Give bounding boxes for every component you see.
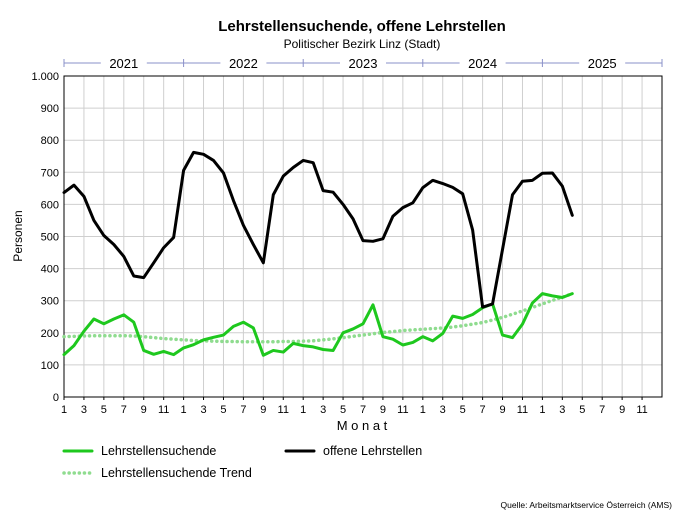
y-tick-label: 200 [41,328,59,340]
chart-title: Lehrstellensuchende, offene Lehrstellen [218,18,506,35]
x-tick-label: 1 [181,404,187,416]
legend-label: Lehrstellensuchende [101,444,216,458]
legend: Lehrstellensuchende offene Lehrstellen Leh… [62,444,422,480]
y-tick-label: 600 [41,199,59,211]
x-tick-label: 7 [599,404,605,416]
y-tick-label: 900 [41,103,59,115]
x-tick-label: 11 [397,404,408,416]
year-band: 2021 2022 2023 2024 2025 [63,55,663,71]
x-tick-label: 5 [460,404,466,416]
x-tick-label: 3 [81,404,87,416]
x-tick-label: 9 [619,404,625,416]
series-layer [62,150,575,357]
x-tick-label: 5 [101,404,107,416]
y-tick-label: 1.000 [31,71,59,83]
x-tick-label: 1 [61,404,67,416]
x-tick-label: 3 [559,404,565,416]
x-tick-label: 5 [220,404,226,416]
legend-label: Lehrstellensuchende Trend [101,466,252,480]
y-tick-label: 500 [41,232,59,244]
source-note: Quelle: Arbeitsmarktservice Österreich (… [501,500,673,510]
legend-item: Lehrstellensuchende [62,444,216,458]
chart-subtitle: Politischer Bezirk Linz (Stadt) [284,37,441,51]
x-tick-label: 7 [360,404,366,416]
x-tick-label: 1 [420,404,426,416]
y-tick-label: 700 [41,167,59,179]
series-line-offene-lehrstellen [62,150,574,309]
x-tick-label: 7 [240,404,246,416]
legend-item: offene Lehrstellen [284,444,422,458]
x-tick-label: 11 [636,404,647,416]
x-axis-label: M o n a t [337,418,388,433]
x-tick-label: 7 [121,404,127,416]
year-label-bg [459,55,506,71]
x-tick-label: 9 [141,404,147,416]
x-tick-label: 11 [158,404,169,416]
year-label: 2021 [109,56,138,71]
year-label-bg [340,55,386,71]
y-tick-label: 300 [41,296,59,308]
x-tick-label: 9 [260,404,266,416]
x-tick-label: 5 [340,404,346,416]
x-tick-label: 9 [380,404,386,416]
x-tick-label: 3 [440,404,446,416]
x-tick-label: 11 [517,404,528,416]
y-tick-label: 100 [41,360,59,372]
year-label-bg [220,55,267,71]
series-line-lehrstellensuchende [62,292,574,357]
series-line-lehrstellensuchende-trend [62,291,575,344]
x-tick-labels: 1 3 5 7 9 11 1 3 5 7 9 11 1 3 5 7 9 11 1 3 5 7 9 11 1 3 5 7 9 11 [61,397,648,416]
y-tick-label: 800 [41,135,59,147]
y-axis-label: Personen [11,210,25,261]
year-label: 2023 [349,56,378,71]
year-label: 2022 [229,56,258,71]
y-tick-labels: 0 100 200 300 400 500 600 700 800 900 1.000 [31,71,59,404]
x-tick-label: 1 [539,404,545,416]
year-label: 2025 [588,56,617,71]
x-tick-label: 11 [278,404,289,416]
x-tick-label: 3 [320,404,326,416]
y-tick-label: 0 [53,392,59,404]
year-label-bg [100,55,147,71]
grid [64,76,662,397]
legend-label: offene Lehrstellen [323,444,422,458]
x-tick-label: 7 [480,404,486,416]
y-tick-label: 400 [41,264,59,276]
x-tick-label: 3 [200,404,206,416]
x-tick-label: 1 [300,404,306,416]
year-label: 2024 [468,56,497,71]
legend-item: Lehrstellensuchende Trend [62,466,252,480]
x-tick-label: 9 [499,404,505,416]
year-label-bg [579,55,626,71]
x-tick-label: 5 [579,404,585,416]
